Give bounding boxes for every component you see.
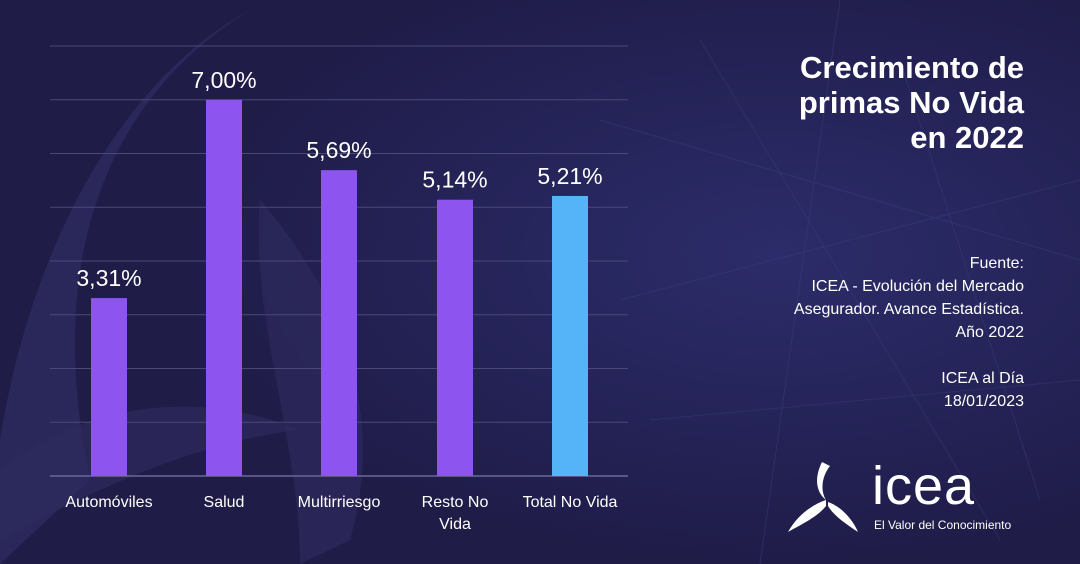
chart-category-labels: Automóviles Salud Multirriesgo Resto No Vida… bbox=[65, 494, 617, 533]
spacer bbox=[694, 344, 1024, 367]
category-label: Total No Vida bbox=[523, 494, 618, 511]
category-label-line: Total No Vida bbox=[523, 494, 618, 511]
logo-tagline: El Valor del Conocimiento bbox=[874, 518, 1012, 532]
title-line: Crecimiento de bbox=[800, 50, 1024, 85]
category-label: Multirriesgo bbox=[298, 494, 381, 511]
source-line: ICEA - Evolución del Mercado bbox=[811, 278, 1024, 295]
category-label-line: Automóviles bbox=[65, 494, 152, 511]
source-note: Fuente: ICEA - Evolución del Mercado Ase… bbox=[694, 252, 1024, 413]
bar bbox=[91, 298, 127, 476]
icea-tri-blade-logo-icon bbox=[788, 462, 858, 532]
category-label: Automóviles bbox=[65, 494, 152, 511]
footer-line: ICEA al Día bbox=[941, 370, 1024, 387]
bar bbox=[321, 170, 357, 476]
title-line: en 2022 bbox=[910, 120, 1024, 155]
category-label-line: Salud bbox=[204, 494, 245, 511]
bar-value-label: 7,00% bbox=[191, 67, 256, 93]
leaf-shape bbox=[0, 10, 250, 564]
bar bbox=[437, 199, 473, 476]
source-line: Año 2022 bbox=[955, 324, 1024, 341]
chart-bars bbox=[91, 99, 588, 476]
bar-value-label: 5,21% bbox=[537, 163, 602, 189]
chart-title: Crecimiento de primas No Vida en 2022 bbox=[694, 50, 1024, 155]
icea-logo: icea El Valor del Conocimiento bbox=[784, 458, 1044, 538]
category-label: Resto No Vida bbox=[422, 494, 489, 533]
category-label: Salud bbox=[204, 494, 245, 511]
title-line: primas No Vida bbox=[798, 85, 1024, 120]
bar bbox=[206, 99, 242, 476]
bar-value-label: 5,69% bbox=[306, 137, 371, 163]
category-label-line: Multirriesgo bbox=[298, 494, 381, 511]
category-label-line: Vida bbox=[439, 516, 471, 533]
bar-value-label: 3,31% bbox=[76, 265, 141, 291]
source-label: Fuente: bbox=[969, 255, 1024, 272]
category-label-line: Resto No bbox=[422, 494, 489, 511]
source-line: Asegurador. Avance Estadística. bbox=[793, 301, 1024, 318]
bar-value-label: 5,14% bbox=[422, 167, 487, 193]
footer-line: 18/01/2023 bbox=[943, 393, 1024, 410]
chart-value-labels: 3,31% 7,00% 5,69% 5,14% 5,21% bbox=[76, 67, 602, 291]
bar bbox=[552, 195, 588, 476]
logo-wordmark: icea bbox=[872, 456, 976, 516]
